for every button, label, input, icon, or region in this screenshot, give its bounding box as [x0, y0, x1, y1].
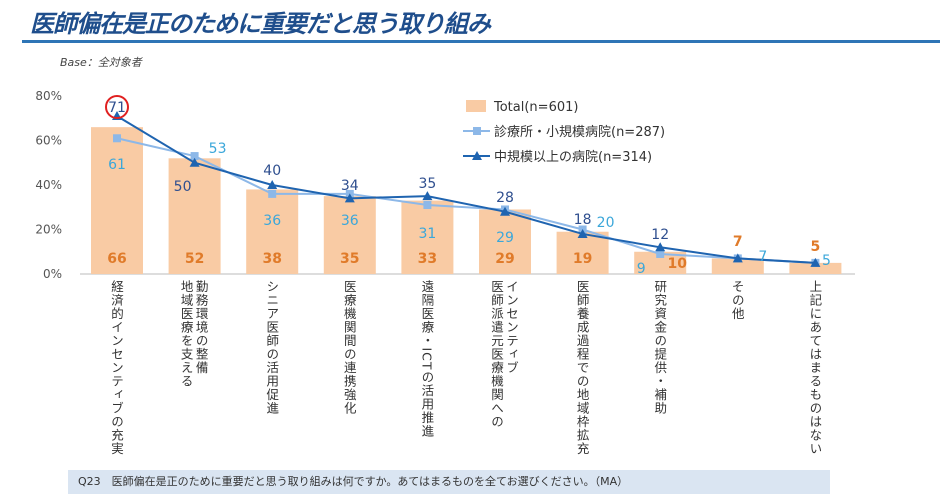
marker-triangle — [189, 157, 200, 167]
data-label-clinic: 36 — [341, 213, 359, 229]
bar-total — [789, 262, 842, 274]
y-tick-label: 20% — [35, 223, 62, 237]
data-label-total: 7 — [733, 234, 743, 250]
data-label-clinic: 7 — [758, 249, 767, 265]
bar-total — [401, 200, 454, 274]
marker-triangle — [732, 253, 743, 263]
bar-total — [246, 189, 299, 274]
data-label-medium-large: 18 — [574, 212, 592, 228]
data-label-total: 10 — [667, 256, 687, 272]
data-label-total: 33 — [418, 251, 437, 267]
data-label-medium-large: 71 — [108, 100, 126, 116]
bar-total — [91, 127, 143, 275]
legend-label: 診療所・小規模病院(n=287) — [494, 124, 665, 140]
line-medium-large — [116, 115, 816, 264]
legend-marker-square — [473, 127, 481, 135]
marker-triangle — [500, 206, 510, 216]
category-label: シニア医師の活用促進 — [264, 280, 280, 415]
marker-triangle — [655, 242, 666, 252]
data-label-total: 5 — [811, 239, 821, 255]
data-label-clinic: 61 — [108, 157, 126, 173]
category-label: インセンティブ 医師派遣元医療機関への — [489, 280, 519, 429]
data-label-total: 38 — [262, 251, 281, 267]
category-label: 医療機関間の連携強化 — [341, 280, 357, 415]
legend-swatch-total — [466, 100, 486, 112]
legend-label: 中規模以上の病院(n=314) — [494, 150, 652, 165]
category-label: 遠隔医療・ICTの活用推進 — [419, 280, 435, 439]
y-tick-label: 40% — [35, 178, 62, 192]
marker-triangle — [344, 193, 355, 203]
page-title: 医師偏在是正のために重要だと思う取り組み — [30, 10, 491, 38]
category-label: 勤務環境の整備 地域医療を支える — [178, 280, 209, 388]
data-label-total: 29 — [495, 251, 514, 267]
marker-square — [423, 201, 432, 210]
data-label-clinic: 20 — [597, 215, 615, 231]
y-tick-label: 60% — [35, 134, 62, 148]
question-footer: Q23 医師偏在是正のために重要だと思う取り組みは何ですか。あてはまるものを全て… — [68, 470, 830, 494]
data-label-medium-large: 50 — [174, 179, 192, 195]
title-divider — [22, 40, 940, 43]
marker-square — [268, 189, 277, 198]
y-tick-label: 80% — [35, 89, 62, 103]
category-label: 上記にあてはまるものはない — [807, 280, 823, 456]
marker-triangle — [422, 191, 433, 201]
bar-total — [323, 196, 376, 274]
data-label-medium-large: 40 — [263, 163, 281, 179]
marker-square — [113, 134, 121, 143]
marker-triangle — [577, 228, 588, 238]
marker-triangle — [810, 257, 821, 267]
data-label-clinic: 36 — [263, 213, 281, 229]
data-label-medium-large: 28 — [496, 190, 514, 206]
data-label-total: 52 — [185, 251, 204, 267]
bar-total — [634, 251, 687, 274]
data-label-total: 66 — [107, 251, 126, 267]
data-label-medium-large: 12 — [651, 227, 669, 243]
data-label-total: 35 — [340, 251, 359, 267]
bar-total — [556, 231, 609, 274]
data-label-clinic: 29 — [496, 230, 514, 246]
data-label-clinic: 5 — [822, 253, 831, 269]
bar-total — [711, 258, 764, 274]
bar-total — [479, 209, 531, 274]
data-label-clinic: 31 — [418, 226, 436, 242]
base-note: Base：全対象者 — [60, 56, 142, 69]
category-label: 研究資金の提供・補助 — [652, 280, 668, 415]
highlight-circle — [105, 95, 129, 119]
legend-marker-triangle — [472, 151, 482, 160]
data-label-clinic: 9 — [637, 261, 646, 277]
category-label: 医師養成過程での地域枠拡充 — [574, 280, 590, 456]
data-label-medium-large: 34 — [341, 178, 359, 194]
y-tick-label: 0% — [43, 267, 62, 281]
data-label-medium-large: 35 — [418, 176, 436, 192]
data-label-total: 19 — [573, 251, 592, 267]
line-clinic — [116, 137, 816, 264]
category-label: 経済的インセンティブの充実 — [109, 280, 124, 456]
data-label-clinic: 53 — [209, 141, 227, 157]
bar-total — [168, 158, 221, 274]
marker-triangle — [267, 180, 278, 189]
legend-label: Total(n=601) — [493, 100, 578, 115]
marker-square — [656, 249, 665, 258]
marker-square — [190, 152, 199, 161]
category-label: その他 — [729, 280, 745, 321]
